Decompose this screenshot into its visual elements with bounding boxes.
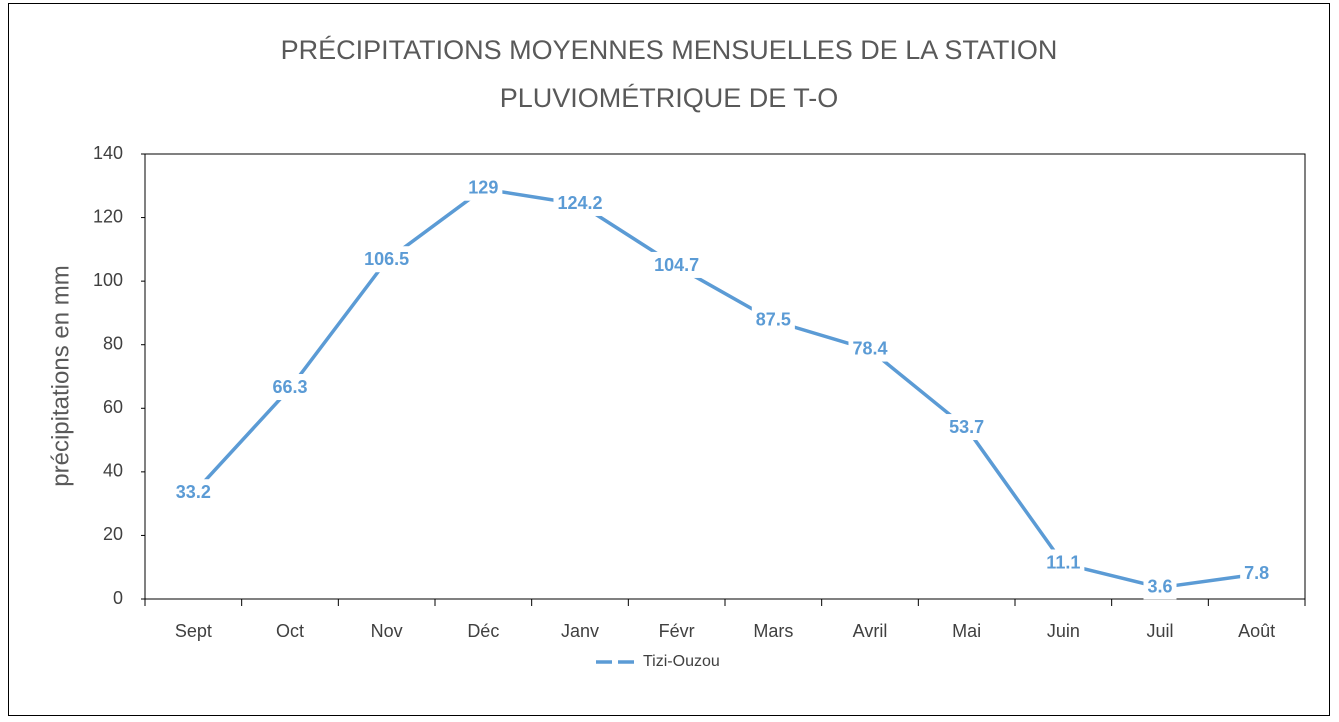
x-tick-label: Déc <box>467 621 499 641</box>
chart-title: PLUVIOMÉTRIQUE DE T-O <box>500 83 839 113</box>
data-label: 78.4 <box>852 339 887 359</box>
data-label: 104.7 <box>654 255 699 275</box>
data-label: 129 <box>468 178 498 198</box>
data-label-bg <box>1143 573 1177 600</box>
y-tick-label: 40 <box>103 461 123 481</box>
x-tick-label: Août <box>1238 621 1275 641</box>
data-label: 53.7 <box>949 417 984 437</box>
x-tick-label: Janv <box>561 621 599 641</box>
x-tick-label: Juil <box>1146 621 1173 641</box>
data-label-bg <box>171 479 215 506</box>
data-label-bg <box>945 414 989 441</box>
y-tick-label: 60 <box>103 397 123 417</box>
y-axis-label: précipitations en mm <box>47 265 74 486</box>
data-label-bg <box>1240 559 1274 586</box>
y-tick-label: 0 <box>113 588 123 608</box>
y-tick-label: 20 <box>103 524 123 544</box>
chart-title: PRÉCIPITATIONS MOYENNES MENSUELLES DE LA… <box>281 35 1058 65</box>
data-label: 124.2 <box>557 193 602 213</box>
data-label-bg <box>1042 549 1085 576</box>
y-tick-label: 120 <box>93 206 123 226</box>
data-label-bg <box>268 374 312 401</box>
y-tick-label: 80 <box>103 333 123 353</box>
data-label-bg <box>553 189 607 216</box>
x-tick-label: Sept <box>175 621 212 641</box>
data-label: 3.6 <box>1147 576 1172 596</box>
data-label: 7.8 <box>1244 563 1269 583</box>
data-label: 11.1 <box>1046 552 1080 572</box>
data-label: 66.3 <box>272 377 307 397</box>
data-label: 33.2 <box>176 482 211 502</box>
data-label-bg <box>650 251 704 278</box>
data-label-bg <box>751 306 795 333</box>
x-tick-label: Mai <box>952 621 981 641</box>
data-label-bg <box>464 174 503 201</box>
data-label-bg <box>848 335 892 362</box>
y-tick-label: 140 <box>93 143 123 163</box>
data-label-bg <box>360 246 414 273</box>
x-tick-label: Oct <box>276 621 304 641</box>
x-tick-label: Nov <box>371 621 403 641</box>
x-tick-label: Févr <box>659 621 695 641</box>
x-tick-label: Mars <box>753 621 793 641</box>
data-label: 87.5 <box>756 310 791 330</box>
x-tick-label: Avril <box>853 621 888 641</box>
data-label: 106.5 <box>364 249 409 269</box>
chart-frame <box>8 3 1330 716</box>
x-tick-label: Juin <box>1047 621 1080 641</box>
y-tick-label: 100 <box>93 270 123 290</box>
legend-label: Tizi-Ouzou <box>643 653 720 670</box>
